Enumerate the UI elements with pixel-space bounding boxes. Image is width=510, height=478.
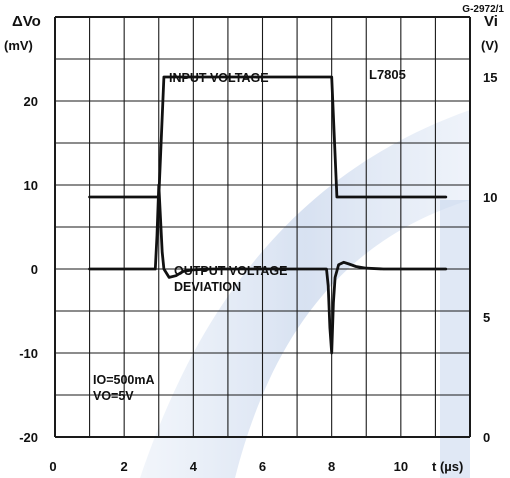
right-tick-label: 5 (483, 310, 490, 325)
x-tick-label: 0 (49, 459, 56, 474)
input-voltage-line (88, 75, 448, 199)
condition-voltage: VO=5V (93, 389, 134, 403)
right-tick-label: 15 (483, 70, 497, 85)
input-voltage-label: INPUT VOLTAGE (169, 71, 269, 85)
left-tick-label: 20 (24, 94, 38, 109)
x-tick-label: 10 (394, 459, 408, 474)
left-tick-label: 10 (24, 178, 38, 193)
left-tick-label: 0 (31, 262, 38, 277)
x-tick-label: 4 (190, 459, 198, 474)
right-tick-label: 10 (483, 190, 497, 205)
figure-code: G-2972/1 (462, 4, 504, 15)
output-deviation-label-2: DEVIATION (174, 280, 241, 294)
x-tick-label: 8 (328, 459, 335, 474)
ticks-layer: 20 10 0 -10 -20 15 10 5 0 0 2 4 6 8 10 (19, 70, 497, 474)
watermark (140, 110, 470, 478)
right-tick-label: 0 (483, 430, 490, 445)
x-axis-label: t (µs) (432, 459, 463, 474)
x-tick-label: 6 (259, 459, 266, 474)
left-axis-label: ΔVo (12, 13, 41, 30)
left-tick-label: -20 (19, 430, 38, 445)
right-axis-unit: (V) (481, 38, 498, 53)
condition-current: IO=500mA (93, 373, 155, 387)
output-deviation-label-1: OUTPUT VOLTAGE (174, 264, 287, 278)
left-tick-label: -10 (19, 346, 38, 361)
x-tick-label: 2 (121, 459, 128, 474)
right-axis-label: Vi (484, 13, 498, 30)
series-layer (88, 75, 448, 355)
left-axis-unit: (mV) (4, 38, 33, 53)
output-deviation-line (88, 183, 448, 355)
device-name: L7805 (369, 67, 406, 82)
